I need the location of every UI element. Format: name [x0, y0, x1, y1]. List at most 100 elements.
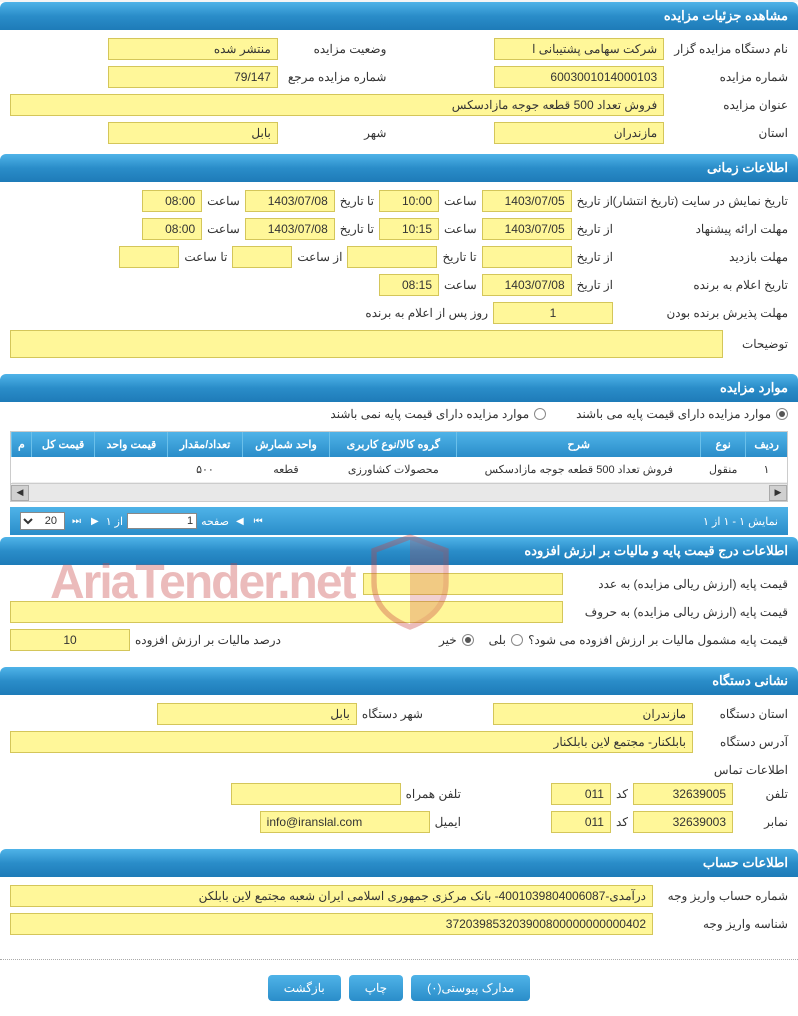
from-date-label-3: از تاریخ — [577, 250, 613, 264]
contact-label: اطلاعات تماس — [714, 763, 788, 777]
offer-from-date: 1403/07/05 — [482, 218, 572, 240]
offer-to-date: 1403/07/08 — [245, 218, 335, 240]
base-price-radio-group: موارد مزایده دارای قیمت پایه می باشند مو… — [0, 402, 798, 426]
section-body-timing: تاریخ نمایش در سایت (تاریخ انتشار) از تا… — [0, 182, 798, 372]
visit-to-date — [347, 246, 437, 268]
scroll-right-icon[interactable]: ▶ — [769, 485, 787, 501]
back-button[interactable]: بازگشت — [268, 975, 341, 1001]
table-cell: منقول — [701, 457, 746, 483]
province-value: مازندران — [494, 122, 664, 144]
section-header-pricing: اطلاعات درج قیمت پایه و مالیات بر ارزش ا… — [0, 537, 798, 565]
winner-from-date: 1403/07/08 — [482, 274, 572, 296]
ref-no-label: شماره مزایده مرجع — [288, 70, 387, 84]
time-label-2: ساعت — [207, 194, 240, 208]
base-word-value — [10, 601, 563, 623]
vat-pct-label: درصد مالیات بر ارزش افزوده — [135, 633, 281, 647]
time-label-1: ساعت — [444, 194, 477, 208]
addr-value: بابلکنار- مجتمع لاین بابلکنار — [10, 731, 693, 753]
vat-yes-radio[interactable] — [511, 634, 523, 646]
radio-has-base[interactable] — [776, 408, 788, 420]
email-label: ایمیل — [435, 815, 461, 829]
to-date-label-3: تا تاریخ — [442, 250, 476, 264]
section-body-account: شماره حساب واریز وجه درآمدی-400103980400… — [0, 877, 798, 949]
table-column-header: نوع — [701, 432, 746, 457]
table-cell — [95, 457, 168, 483]
publish-to-time: 08:00 — [142, 190, 202, 212]
radio-has-base-label: موارد مزایده دارای قیمت پایه می باشند — [576, 407, 771, 421]
table-cell: ۵۰۰ — [168, 457, 242, 483]
pager-info: نمایش ۱ - ۱ از ۱ — [703, 515, 778, 528]
winner-label: تاریخ اعلام به برنده — [618, 278, 788, 292]
table-row: ۱منقولفروش تعداد 500 قطعه جوجه مازادسکسم… — [12, 457, 788, 483]
offer-from-time: 10:15 — [379, 218, 439, 240]
main-container: مشاهده جزئیات مزایده نام دستگاه مزایده گ… — [0, 2, 798, 1016]
accept-label: مهلت پذیرش برنده بودن — [618, 306, 788, 320]
visit-from-time — [232, 246, 292, 268]
fax-code-value: 011 — [551, 811, 611, 833]
table-scrollbar[interactable]: ▶ ◀ — [11, 483, 787, 501]
vat-pct-value: 10 — [10, 629, 130, 651]
items-table-wrap: ردیفنوعشرحگروه کالا/نوع کاربریواحد شمارش… — [10, 431, 788, 502]
items-table-body: ۱منقولفروش تعداد 500 قطعه جوجه مازادسکسم… — [12, 457, 788, 483]
offer-to-time: 08:00 — [142, 218, 202, 240]
attachments-button[interactable]: مدارک پیوستی(۰) — [411, 975, 530, 1001]
radio-no-base[interactable] — [534, 408, 546, 420]
from-date-label: از تاریخ — [577, 194, 613, 208]
accept-suffix: روز پس از اعلام به برنده — [365, 306, 488, 320]
vat-no-label: خیر — [439, 633, 457, 647]
vat-no-radio[interactable] — [462, 634, 474, 646]
pager-last-icon[interactable]: ⏭ — [69, 516, 84, 527]
table-column-header: شرح — [457, 432, 701, 457]
province-label: استان — [674, 126, 788, 140]
table-cell — [12, 457, 32, 483]
base-num-label: قیمت پایه (ارزش ریالی مزایده) به عدد — [568, 577, 788, 591]
fax-label: نمابر — [738, 815, 788, 829]
subject-value: فروش تعداد 500 قطعه جوجه مازادسکس — [10, 94, 664, 116]
section-header-address: نشانی دستگاه — [0, 667, 798, 695]
phone-code-value: 011 — [551, 783, 611, 805]
to-date-label-2: تا تاریخ — [340, 222, 374, 236]
mobile-label: تلفن همراه — [406, 787, 461, 801]
table-column-header: م — [12, 432, 32, 457]
pager-page-input[interactable] — [127, 513, 197, 529]
section-header-details: مشاهده جزئیات مزایده — [0, 2, 798, 30]
notes-label: توضیحات — [728, 337, 788, 351]
action-buttons: مدارک پیوستی(۰) چاپ بازگشت — [0, 959, 798, 1016]
from-date-label-4: از تاریخ — [577, 278, 613, 292]
addr-province-label: استان دستگاه — [698, 707, 788, 721]
table-cell: ۱ — [746, 457, 787, 483]
section-header-timing: اطلاعات زمانی — [0, 154, 798, 182]
section-header-account: اطلاعات حساب — [0, 849, 798, 877]
table-column-header: گروه کالا/نوع کاربری — [330, 432, 457, 457]
radio-no-base-label: موارد مزایده دارای قیمت پایه نمی باشند — [330, 407, 529, 421]
status-value: منتشر شده — [108, 38, 278, 60]
table-column-header: واحد شمارش — [242, 432, 330, 457]
visit-label: مهلت بازدید — [618, 250, 788, 264]
winner-time: 08:15 — [379, 274, 439, 296]
section-body-address: استان دستگاه مازندران شهر دستگاه بابل آد… — [0, 695, 798, 847]
scroll-left-icon[interactable]: ◀ — [11, 485, 29, 501]
from-date-label-2: از تاریخ — [577, 222, 613, 236]
table-column-header: ردیف — [746, 432, 787, 457]
items-table: ردیفنوعشرحگروه کالا/نوع کاربریواحد شمارش… — [11, 432, 787, 483]
addr-city-value: بابل — [157, 703, 357, 725]
section-body-details: نام دستگاه مزایده گزار شرکت سهامی پشتیبا… — [0, 30, 798, 152]
fax-code-label: کد — [616, 815, 628, 829]
section-body-pricing: قیمت پایه (ارزش ریالی مزایده) به عدد قیم… — [0, 565, 798, 665]
pager-of-label: از ۱ — [106, 515, 123, 528]
publish-to-date: 1403/07/08 — [245, 190, 335, 212]
vat-q-label: قیمت پایه مشمول مالیات بر ارزش افزوده می… — [528, 633, 788, 647]
addr-city-label: شهر دستگاه — [362, 707, 423, 721]
pager-size-select[interactable]: 20 — [20, 512, 65, 530]
phone-value: 32639005 — [633, 783, 733, 805]
pager-prev-icon[interactable]: ◀ — [233, 516, 247, 527]
pager-first-icon[interactable]: ⏮ — [251, 516, 266, 527]
table-cell: فروش تعداد 500 قطعه جوجه مازادسکس — [457, 457, 701, 483]
print-button[interactable]: چاپ — [349, 975, 403, 1001]
time-label-3: ساعت — [444, 222, 477, 236]
base-word-label: قیمت پایه (ارزش ریالی مزایده) به حروف — [568, 605, 788, 619]
pager: نمایش ۱ - ۱ از ۱ ⏮ ◀ صفحه از ۱ ▶ ⏭ 20 — [10, 507, 788, 535]
base-num-value — [363, 573, 563, 595]
table-cell: قطعه — [242, 457, 330, 483]
pager-next-icon[interactable]: ▶ — [88, 516, 102, 527]
